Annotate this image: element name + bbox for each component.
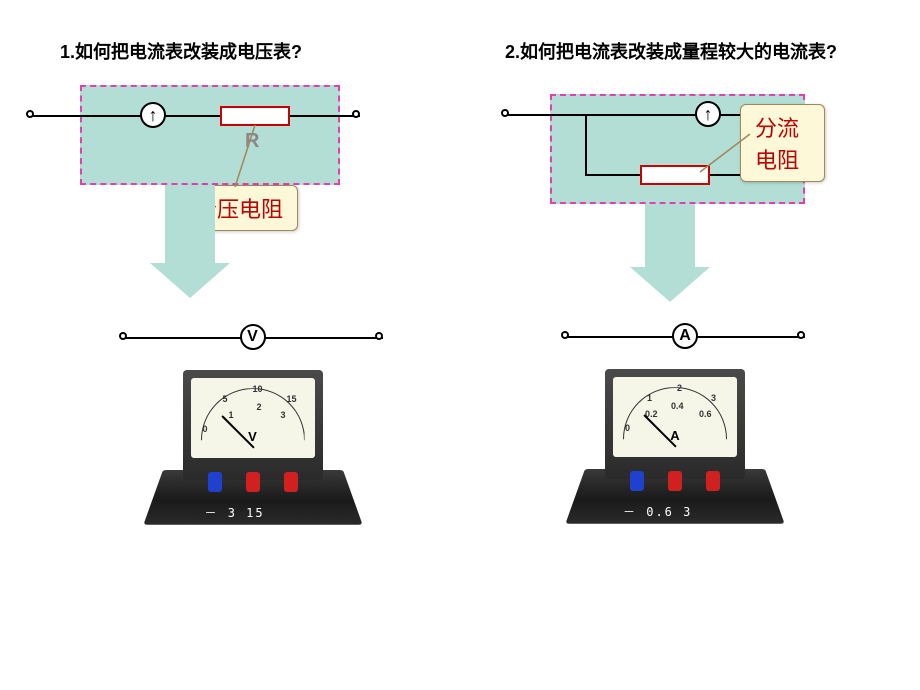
callout-pointer — [230, 125, 290, 190]
post-neg-a — [630, 471, 644, 491]
series-resistor — [220, 106, 290, 126]
ammeter-instrument: 0 1 2 3 0.2 0.4 0.6 A － 0.6 3 — [575, 369, 775, 539]
post-r1-a — [668, 471, 682, 491]
parallel-diagram: ↑ R 分流电阻 — [505, 89, 825, 209]
voltmeter-circuit: V — [123, 325, 383, 355]
voltmeter-symbol: V — [240, 324, 266, 350]
ammeter-circuit: A — [565, 324, 825, 354]
post-r2 — [284, 472, 298, 492]
galvanometer-symbol-right: ↑ — [695, 101, 721, 127]
post-r1 — [246, 472, 260, 492]
post-neg — [208, 472, 222, 492]
series-diagram: ↑ R 分压电阻 — [30, 95, 350, 215]
question-1: 1.如何把电流表改装成电压表? — [60, 40, 445, 65]
right-column: 2.如何把电流表改装成量程较大的电流表? ↑ R 分流电阻 — [505, 40, 890, 540]
range-label-v: － 3 15 — [205, 504, 265, 521]
question-2: 2.如何把电流表改装成量程较大的电流表? — [505, 40, 890, 65]
left-column: 1.如何把电流表改装成电压表? ↑ R 分压电阻 — [60, 40, 445, 540]
galvanometer-symbol: ↑ — [140, 102, 166, 128]
range-label-a: － 0.6 3 — [623, 503, 692, 520]
voltmeter-instrument: 0 5 10 15 1 2 3 V － 3 15 — [153, 370, 353, 540]
post-r2-a — [706, 471, 720, 491]
ammeter-symbol: A — [672, 323, 698, 349]
callout-pointer-right — [700, 134, 760, 179]
